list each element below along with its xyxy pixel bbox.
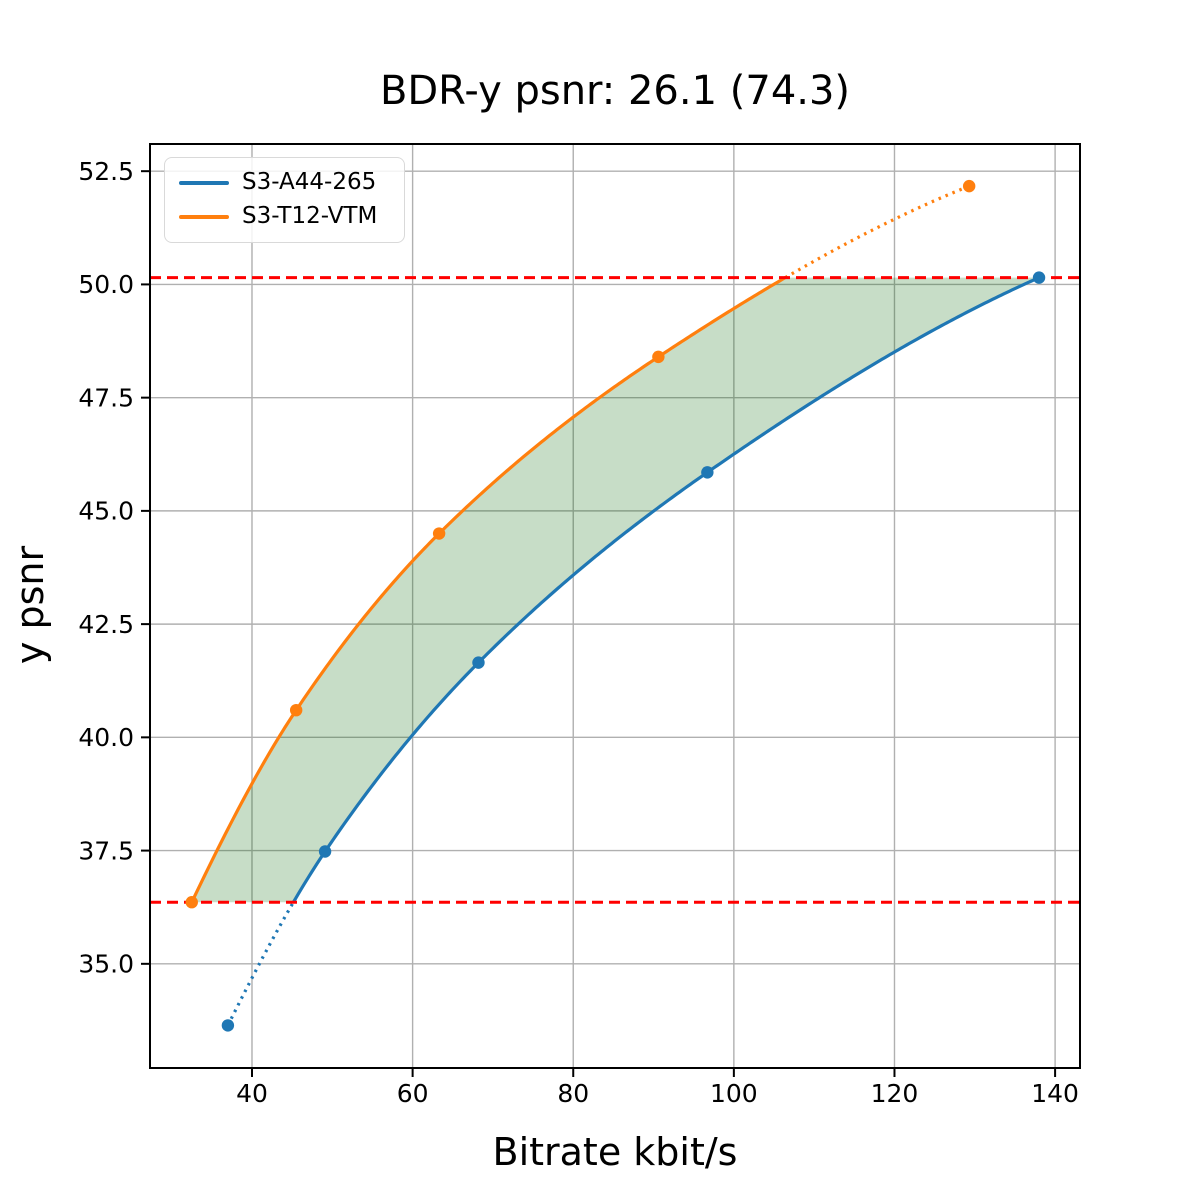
axes-spines bbox=[149, 143, 1081, 1069]
y-tick-label: 45.0 bbox=[78, 497, 134, 526]
series-S3-A44-265-marker bbox=[1032, 271, 1046, 284]
series-S3-T12-VTM-marker bbox=[185, 896, 198, 909]
legend-line-swatch-orange bbox=[179, 215, 229, 219]
legend-entry: S3-A44-265 bbox=[179, 170, 398, 195]
bd-shaded-region bbox=[191, 277, 1040, 903]
x-tick-label: 100 bbox=[710, 1079, 758, 1108]
series-S3-A44-265-marker bbox=[472, 656, 485, 669]
y-tick-label: 52.5 bbox=[78, 157, 134, 186]
series-S3-T12-VTM-line bbox=[190, 276, 787, 903]
series-S3-T12-VTM-marker bbox=[432, 527, 446, 540]
series-S3-T12-VTM-marker bbox=[289, 703, 303, 717]
legend-label: S3-T12-VTM bbox=[242, 203, 378, 230]
x-tick-label: 60 bbox=[397, 1079, 429, 1108]
series-S3-A44-265-marker bbox=[701, 466, 714, 479]
y-tick-label: 40.0 bbox=[78, 723, 134, 752]
x-axis-label: Bitrate kbit/s bbox=[492, 1130, 738, 1174]
y-tick-label: 47.5 bbox=[78, 383, 134, 412]
y-axis-label: y psnr bbox=[8, 545, 52, 665]
series-S3-T12-VTM-marker bbox=[962, 179, 976, 193]
series-S3-A44-265-line bbox=[292, 276, 1040, 904]
legend-entry: S3-T12-VTM bbox=[179, 203, 398, 230]
legend-label: S3-A44-265 bbox=[242, 169, 377, 196]
x-tick-label: 80 bbox=[557, 1079, 589, 1108]
x-tick-label: 40 bbox=[236, 1079, 268, 1108]
x-tick-label: 120 bbox=[871, 1079, 919, 1108]
legend: S3-A44-265 S3-T12-VTM bbox=[164, 157, 405, 243]
series-S3-T12-VTM-dotted-line bbox=[784, 184, 970, 280]
y-tick-label: 35.0 bbox=[78, 950, 134, 979]
x-tick-label: 140 bbox=[1031, 1079, 1079, 1108]
legend-line-swatch-blue bbox=[179, 181, 229, 185]
chart-title: BDR-y psnr: 26.1 (74.3) bbox=[379, 68, 851, 114]
y-tick-label: 50.0 bbox=[78, 270, 134, 299]
series-S3-A44-265-marker bbox=[318, 845, 332, 858]
series-S3-T12-VTM-marker bbox=[652, 350, 665, 364]
series-S3-A44-265-marker bbox=[221, 1019, 235, 1032]
y-tick-label: 42.5 bbox=[78, 610, 134, 639]
series-S3-A44-265-dotted-line bbox=[226, 901, 295, 1027]
y-tick-label: 37.5 bbox=[78, 836, 134, 865]
